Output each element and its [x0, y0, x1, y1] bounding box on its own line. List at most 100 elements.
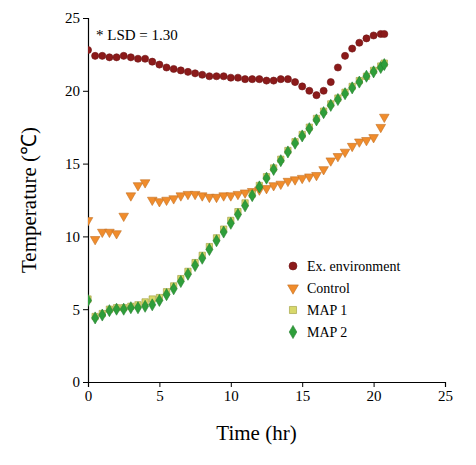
point [277, 155, 284, 167]
point [334, 64, 341, 71]
point [313, 114, 320, 126]
point [333, 154, 343, 162]
point [342, 88, 349, 100]
point [155, 199, 165, 207]
point [370, 66, 377, 78]
point [119, 213, 129, 221]
point [297, 175, 307, 183]
point [88, 46, 92, 53]
point [133, 183, 143, 191]
point [256, 76, 263, 83]
point [163, 289, 170, 301]
point [290, 177, 300, 185]
point [206, 73, 213, 80]
tick-mark [231, 382, 232, 387]
tick-mark [83, 18, 88, 19]
legend-marker [289, 306, 296, 313]
point [306, 123, 313, 135]
annotation: * LSD = 1.30 [96, 27, 178, 43]
point [127, 302, 134, 314]
point [213, 235, 220, 247]
point [134, 302, 141, 314]
point [169, 196, 179, 204]
marks [88, 30, 389, 324]
point [199, 71, 206, 78]
point [106, 54, 113, 61]
point [249, 190, 256, 202]
point [263, 77, 270, 84]
tick: 15 [295, 382, 310, 404]
chart: 05101520250510152025* LSD = 1.30Ex. envi… [0, 0, 476, 465]
point [320, 87, 327, 94]
tick: 25 [65, 10, 88, 26]
point [112, 231, 122, 239]
point [212, 194, 222, 202]
tick: 20 [367, 382, 382, 404]
point [142, 55, 149, 62]
point [88, 218, 93, 226]
point [220, 73, 227, 80]
point [134, 55, 141, 62]
point [99, 309, 106, 321]
point [88, 294, 91, 306]
legend-entry: Ex. environment [289, 259, 400, 274]
point [90, 237, 100, 245]
point [349, 45, 356, 52]
y-axis: 0510152025 [65, 10, 89, 390]
point [370, 32, 377, 39]
point [263, 172, 270, 184]
point [227, 74, 234, 81]
point [120, 303, 127, 315]
point [284, 76, 291, 83]
point [326, 158, 336, 166]
point [226, 193, 236, 201]
point [220, 226, 227, 238]
tick-mark [83, 164, 88, 165]
point [113, 54, 120, 61]
tick: 20 [65, 83, 88, 99]
point [120, 52, 127, 59]
point [291, 78, 298, 85]
point [327, 78, 334, 85]
point [381, 30, 388, 37]
legend-label: MAP 1 [307, 303, 347, 318]
point [334, 94, 341, 106]
point [347, 143, 357, 151]
tick-mark [83, 236, 88, 237]
point [156, 294, 163, 306]
point [349, 82, 356, 94]
tick-label: 0 [85, 388, 93, 404]
axis-line [83, 19, 89, 383]
point [312, 172, 322, 180]
tick-label: 25 [65, 10, 80, 26]
point [340, 149, 350, 157]
legend-marker [289, 325, 297, 338]
point [106, 305, 113, 317]
point [327, 99, 334, 111]
point [341, 52, 348, 59]
point [369, 135, 379, 143]
tick-mark [83, 309, 88, 310]
tick-label: 5 [156, 388, 164, 404]
point [363, 70, 370, 82]
point [234, 74, 241, 81]
point [213, 73, 220, 80]
tick: 5 [156, 382, 164, 404]
tick-mark [302, 382, 303, 387]
point [363, 35, 370, 42]
point [170, 283, 177, 295]
point [362, 138, 372, 146]
point [126, 193, 136, 201]
point [249, 76, 256, 83]
tick-mark [83, 382, 88, 383]
point [162, 197, 172, 205]
series [88, 114, 389, 245]
point [149, 299, 156, 311]
tick-mark [159, 382, 160, 387]
legend-label: Control [307, 281, 350, 296]
point [319, 167, 329, 175]
point [233, 191, 243, 199]
point [192, 70, 199, 77]
series [88, 59, 388, 324]
point [92, 52, 99, 59]
